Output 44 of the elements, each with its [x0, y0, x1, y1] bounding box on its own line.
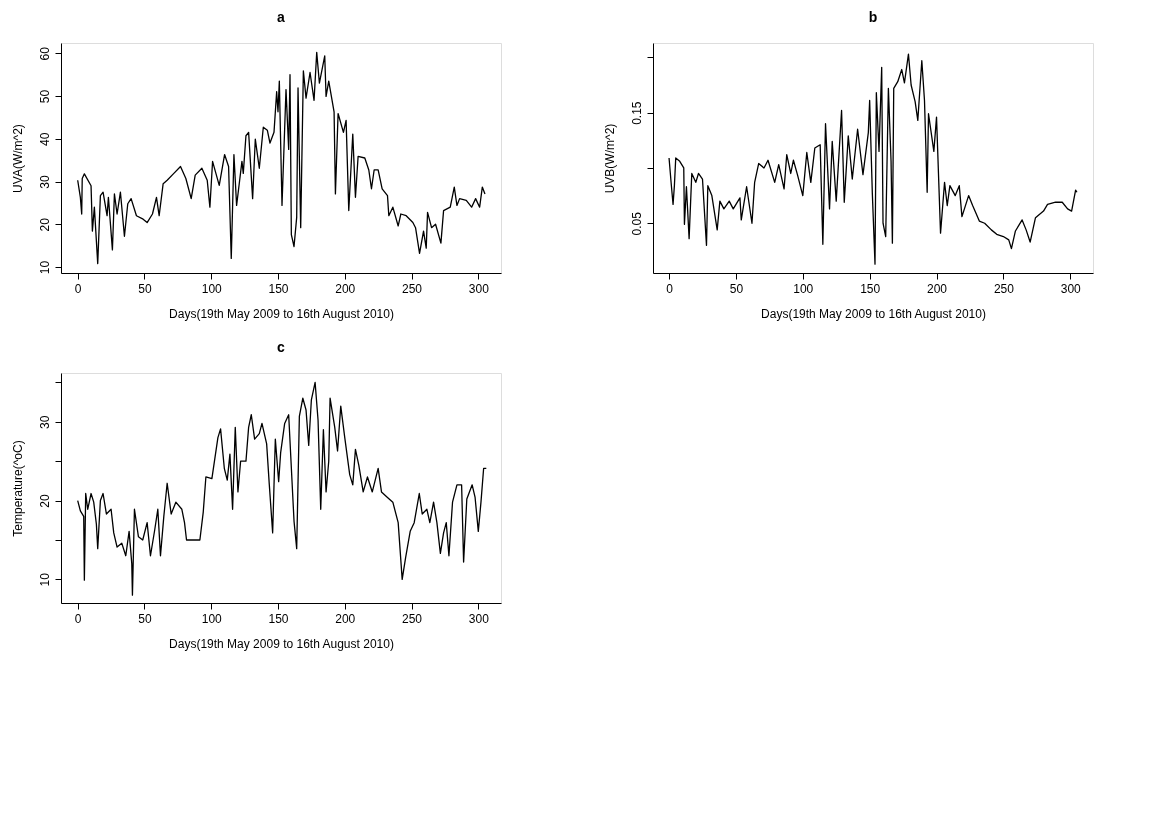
y-tick-label: 0.15 [629, 101, 644, 125]
y-tick-label: 20 [37, 494, 52, 508]
x-tick-label: 50 [729, 281, 744, 296]
x-tick-label: 0 [74, 611, 82, 626]
x-tick-label: 200 [335, 281, 356, 296]
x-tick-label: 300 [468, 281, 490, 296]
x-tick-label: 150 [268, 281, 289, 296]
y-tick-label: 30 [37, 415, 52, 430]
x-tick-label: 300 [468, 611, 490, 626]
chart-title: b [868, 9, 878, 25]
x-tick-label: 100 [201, 611, 223, 626]
x-tick-label: 0 [666, 281, 674, 296]
x-tick-label: 0 [74, 281, 82, 296]
line-series [668, 53, 1078, 265]
line-series [77, 51, 486, 265]
y-tick-label: 60 [37, 46, 52, 61]
x-tick-label: 50 [138, 281, 152, 296]
x-tick-label: 50 [138, 611, 152, 626]
y-axis-title: Temperature(^oC) [10, 440, 25, 537]
x-axis-title: Days(19th May 2009 to 16th August 2010) [169, 636, 394, 651]
x-tick-label: 250 [402, 281, 423, 296]
y-tick-label: 20 [37, 217, 52, 232]
x-tick-label: 100 [201, 281, 223, 296]
line-series [77, 381, 487, 596]
x-tick-label: 250 [993, 281, 1015, 296]
y-tick-label: 10 [37, 260, 52, 275]
y-tick-label: 10 [37, 572, 52, 587]
chart-title: c [277, 339, 286, 355]
x-tick-label: 250 [402, 611, 423, 626]
y-axis-title: UVA(W/m^2) [10, 124, 25, 193]
x-tick-label: 150 [268, 611, 289, 626]
x-tick-label: 200 [335, 611, 356, 626]
y-tick-label: 0.05 [629, 211, 644, 236]
y-tick-label: 40 [37, 132, 52, 146]
x-axis-title: Days(19th May 2009 to 16th August 2010) [169, 306, 394, 321]
x-tick-label: 300 [1060, 281, 1082, 296]
y-tick-label: 30 [37, 175, 52, 189]
x-axis-title: Days(19th May 2009 to 16th August 2010) [761, 306, 986, 321]
x-tick-label: 200 [927, 281, 948, 296]
x-tick-label: 150 [860, 281, 881, 296]
chart-title: a [277, 9, 286, 25]
y-axis-title: UVB(W/m^2) [602, 123, 617, 194]
x-tick-label: 100 [793, 281, 814, 296]
y-tick-label: 50 [37, 89, 52, 104]
